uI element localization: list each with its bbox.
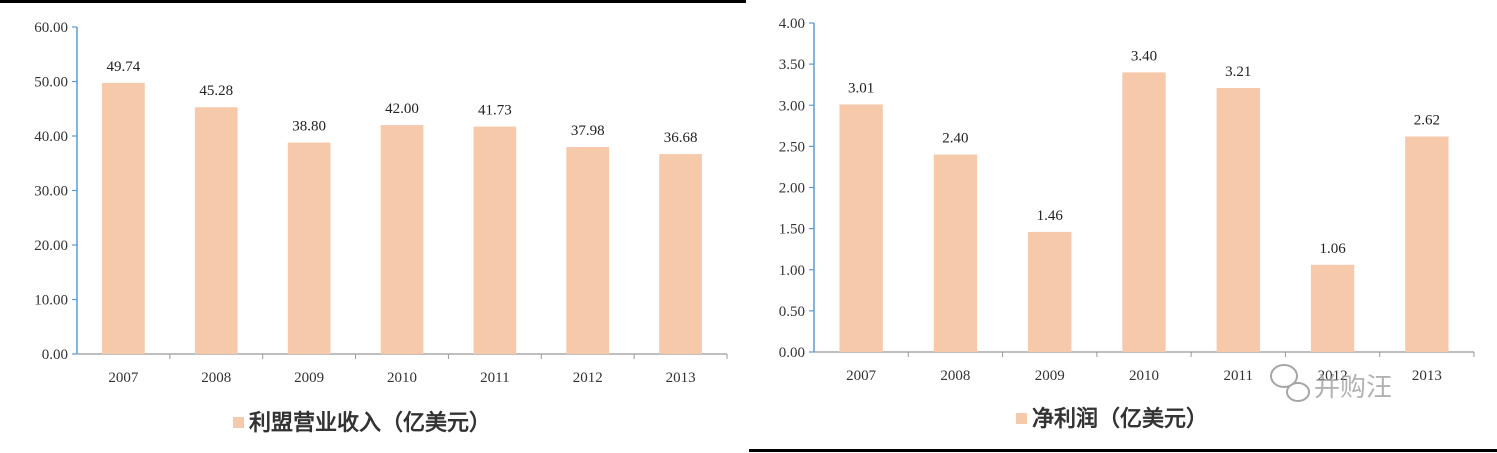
chart-panel-net-profit: 0.00 0.50 1.00 1.50 2.00 2.50 3.00 3.50 4.00 3.01… [748, 0, 1497, 453]
y-tick-label: 40.00 [34, 129, 68, 145]
y-tick-label: 4.00 [779, 16, 805, 32]
data-label: 49.74 [107, 59, 141, 75]
data-label: 42.00 [385, 101, 419, 117]
x-tick-label: 2007 [108, 370, 139, 386]
y-tick-label: 2.50 [779, 139, 805, 155]
y-tick-label: 30.00 [34, 184, 68, 200]
x-tick-label: 2009 [294, 370, 324, 386]
legend-label: 净利润（亿美元） [1032, 406, 1208, 432]
bar [933, 154, 978, 352]
x-tick-label: 2010 [387, 370, 417, 386]
y-tick-label: 1.50 [779, 222, 805, 238]
watermark-text: 并购汪 [1314, 373, 1392, 403]
x-tick-label: 2008 [201, 370, 231, 386]
x-tick-label: 2013 [1412, 368, 1442, 384]
x-tick-label: 2012 [573, 370, 603, 386]
bar [1310, 264, 1355, 352]
y-tick-label: 20.00 [34, 238, 68, 254]
y-tick-label: 60.00 [34, 20, 68, 36]
y-tick-label: 1.00 [779, 263, 805, 279]
y-tick-label: 50.00 [34, 75, 68, 91]
y-tick-label: 0.00 [42, 347, 68, 363]
net-profit-bar-chart: 0.00 0.50 1.00 1.50 2.00 2.50 3.00 3.50 4.00 3.01… [779, 16, 1475, 432]
bar [287, 142, 331, 354]
x-tick-label: 2012 [1318, 368, 1348, 384]
x-tick-label: 2007 [846, 368, 877, 384]
x-tick-label: 2008 [940, 368, 970, 384]
bottom-border [748, 449, 1497, 452]
bar [839, 104, 883, 353]
bar [102, 82, 145, 355]
bar [1405, 136, 1449, 352]
x-tick-label: 2009 [1035, 368, 1065, 384]
chart-panel-revenue: 0.00 10.00 20.00 30.00 40.00 50.00 60.00 49.74 2… [0, 0, 748, 453]
data-label: 41.73 [478, 103, 512, 119]
bar [659, 154, 702, 354]
data-label: 1.46 [1037, 208, 1064, 224]
y-tick-label: 3.50 [779, 57, 805, 73]
bar [1216, 87, 1260, 352]
data-label: 2.62 [1414, 113, 1440, 129]
x-tick-label: 2010 [1129, 368, 1159, 384]
bar [380, 125, 424, 354]
top-border [0, 0, 748, 3]
data-label: 38.80 [292, 119, 326, 135]
data-label: 36.68 [664, 130, 698, 146]
legend-label: 利盟营业收入（亿美元） [249, 410, 491, 436]
data-label: 1.06 [1319, 241, 1346, 257]
data-label: 3.21 [1225, 64, 1251, 80]
data-label: 37.98 [571, 123, 605, 139]
x-tick-label: 2011 [1224, 368, 1253, 384]
revenue-bar-chart: 0.00 10.00 20.00 30.00 40.00 50.00 60.00 49.74 2… [34, 20, 728, 436]
y-tick-label: 3.00 [779, 98, 805, 114]
legend-swatch [1016, 413, 1027, 424]
data-label: 45.28 [199, 83, 233, 99]
bar [1122, 72, 1166, 352]
data-label: 3.40 [1131, 48, 1157, 64]
legend-swatch [233, 417, 244, 428]
bar [1028, 231, 1072, 352]
bar [473, 126, 517, 354]
x-tick-label: 2011 [480, 370, 509, 386]
bar [566, 147, 610, 354]
wechat-icon [1270, 364, 1310, 402]
panel-separator [746, 0, 749, 453]
y-tick-label: 0.00 [779, 345, 805, 361]
data-label: 3.01 [848, 80, 874, 96]
data-label: 2.40 [942, 131, 968, 147]
y-tick-label: 10.00 [34, 293, 68, 309]
y-tick-label: 2.00 [779, 181, 805, 197]
y-tick-label: 0.50 [779, 304, 805, 320]
bar [194, 107, 238, 354]
x-tick-label: 2013 [666, 370, 696, 386]
